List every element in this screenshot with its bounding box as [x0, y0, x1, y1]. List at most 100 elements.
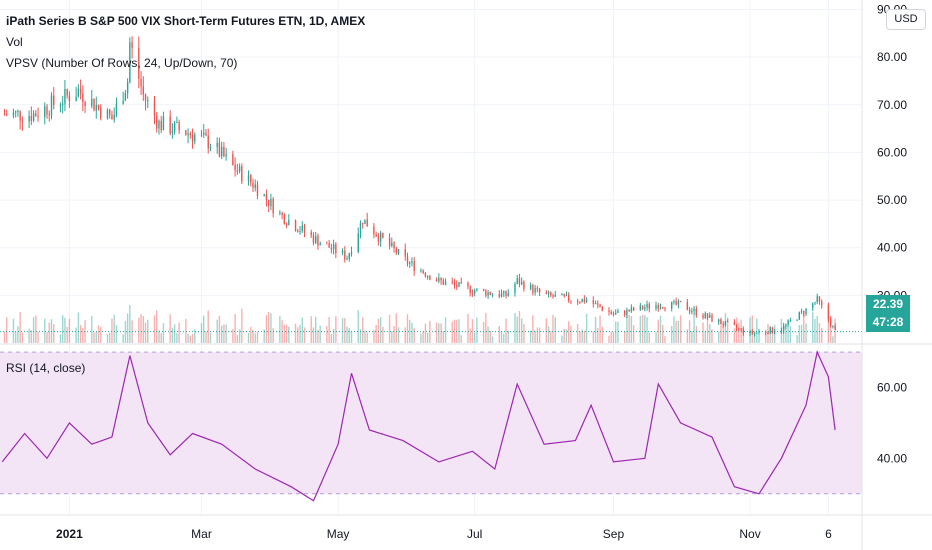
candle-body	[498, 294, 500, 297]
candle-body	[827, 305, 830, 320]
candle-body	[742, 328, 745, 334]
candle-body	[178, 121, 180, 131]
volume-bar	[657, 319, 659, 343]
volume-bar	[789, 325, 792, 343]
volume-bar	[377, 318, 380, 343]
candle-body	[581, 299, 583, 303]
candle-body	[812, 303, 814, 309]
volume-bar	[827, 302, 830, 343]
candle-body	[169, 116, 171, 134]
candle-body	[395, 248, 397, 254]
candle-body	[630, 307, 633, 312]
volume-bar	[301, 317, 303, 343]
candle-body	[675, 301, 677, 305]
volume-bar	[348, 328, 350, 343]
volume-bar	[805, 323, 807, 343]
candle-body	[505, 290, 507, 297]
candle-body	[393, 242, 395, 249]
volume-bar	[581, 329, 583, 343]
candle-body	[583, 299, 586, 303]
volume-bar	[679, 315, 682, 343]
candle-body	[458, 282, 460, 287]
candle-body	[111, 114, 113, 120]
volume-bar	[232, 329, 234, 343]
volume-bar	[664, 336, 666, 343]
x-tick-label: Mar	[191, 527, 212, 541]
volume-bar	[615, 321, 617, 343]
candle-body	[312, 235, 315, 243]
volume-bar	[341, 317, 344, 343]
volume-bar	[247, 332, 250, 343]
volume-bar	[500, 330, 503, 343]
volume-bar	[53, 324, 55, 343]
candle-body	[359, 222, 362, 234]
candle-body	[780, 330, 783, 332]
volume-bar	[126, 313, 129, 343]
volume-bar	[350, 330, 353, 343]
candle-body	[66, 88, 68, 96]
candle-body	[129, 42, 131, 83]
countdown-tag: 47:28	[866, 313, 910, 332]
candle-body	[263, 194, 265, 196]
candle-body	[303, 225, 306, 233]
currency-button[interactable]: USD	[886, 9, 926, 30]
candle-body	[61, 103, 64, 105]
candle-body	[14, 111, 17, 113]
volume-bar	[812, 312, 814, 343]
volume-bar	[424, 323, 427, 343]
candle-body	[785, 324, 787, 326]
candle-body	[272, 199, 274, 214]
volume-bar	[109, 332, 111, 343]
volume-bar	[673, 316, 675, 343]
candle-body	[194, 134, 196, 142]
candle-body	[109, 109, 111, 115]
candle-body	[834, 325, 836, 330]
candle-body	[241, 166, 243, 182]
rsi-line	[1, 350, 836, 502]
candle-body	[655, 305, 657, 309]
volume-bar	[610, 331, 612, 343]
volume-bar	[814, 318, 816, 343]
candle-body	[442, 280, 445, 285]
volume-bar	[46, 332, 48, 343]
candle-body	[467, 282, 469, 287]
volume-bar	[19, 312, 21, 343]
candle-body	[646, 304, 648, 308]
candle-body	[679, 300, 682, 303]
volume-bar	[749, 317, 751, 343]
volume-bar	[310, 316, 312, 343]
volume-bar	[691, 330, 693, 343]
volume-bar	[28, 328, 30, 343]
volume-bar	[189, 335, 192, 343]
volume-bar	[50, 319, 53, 343]
candle-body	[435, 279, 438, 282]
candle-body	[529, 284, 532, 290]
volume-bar	[561, 335, 563, 343]
volume-bar	[122, 334, 124, 343]
volume-bar	[160, 332, 162, 343]
volume-bar	[61, 315, 64, 343]
volume-bar	[194, 329, 196, 343]
volume-bar	[787, 320, 789, 343]
candle-body	[294, 220, 297, 231]
candle-body	[538, 288, 541, 293]
volume-bar	[724, 313, 727, 343]
candle-body	[718, 319, 720, 322]
volume-bar	[241, 308, 243, 343]
volume-bar	[460, 335, 462, 343]
candle-body	[659, 307, 662, 309]
candle-body	[19, 110, 21, 121]
candle-body	[364, 219, 366, 224]
volume-bar	[111, 318, 113, 343]
volume-bar	[753, 330, 756, 343]
volume-bar	[283, 324, 286, 343]
candle-body	[301, 225, 303, 232]
volume-bar	[3, 331, 6, 343]
volume-bar	[693, 313, 695, 343]
volume-bar	[648, 332, 650, 343]
volume-bar	[37, 331, 39, 343]
volume-bar	[451, 321, 453, 343]
candle-body	[95, 105, 97, 111]
volume-bar	[536, 327, 539, 343]
